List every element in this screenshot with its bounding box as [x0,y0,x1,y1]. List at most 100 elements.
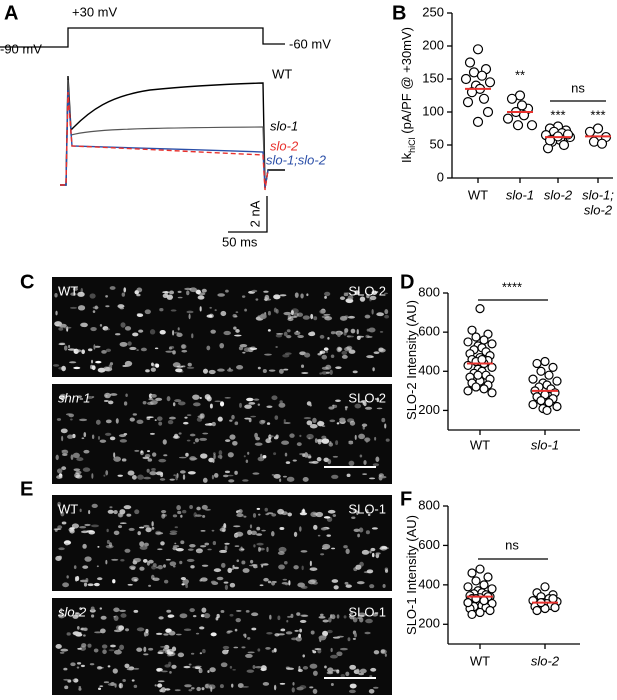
puncta [63,345,68,351]
y-tick-label: 150 [422,70,444,85]
puncta [364,631,371,635]
puncta [124,548,131,553]
puncta [241,686,249,688]
trace-label: slo-1 [270,118,298,133]
data-point [542,405,552,416]
y-axis-label-part: hiCl [407,137,417,153]
puncta [118,525,123,529]
puncta [78,687,82,691]
puncta [243,455,246,458]
puncta [163,633,169,636]
puncta [97,546,100,548]
puncta [367,513,371,516]
puncta [356,335,361,341]
puncta [165,558,171,561]
puncta [259,584,264,587]
puncta [67,348,76,351]
puncta [189,287,198,293]
puncta [321,371,328,375]
trace-label: slo-2 [270,138,299,153]
data-point [478,93,490,104]
puncta [371,527,378,530]
puncta [113,607,120,613]
puncta [256,533,263,536]
puncta [199,579,203,582]
puncta [287,512,292,517]
puncta [302,477,309,482]
puncta [298,633,301,638]
puncta [326,534,331,537]
puncta [250,559,254,564]
puncta [317,648,322,654]
puncta [81,349,85,355]
puncta [134,449,140,452]
puncta [229,582,236,588]
puncta [151,362,154,367]
puncta [72,287,78,291]
puncta [151,526,155,530]
puncta [174,542,177,545]
panel-letter: F [400,488,412,510]
puncta [329,369,333,375]
puncta [56,468,63,474]
puncta [227,567,232,574]
puncta [105,419,112,424]
puncta [322,543,331,550]
puncta [86,396,94,399]
puncta [378,347,384,352]
puncta [217,368,225,372]
puncta [112,668,118,674]
puncta [256,507,261,510]
puncta [182,474,186,480]
puncta [306,293,309,297]
puncta [358,527,364,533]
data-point [485,605,495,616]
puncta [252,472,260,475]
puncta [120,322,126,328]
puncta [300,364,305,368]
puncta [211,474,215,480]
puncta [209,667,216,673]
puncta [105,470,109,476]
puncta [231,683,234,688]
puncta [273,452,277,456]
puncta [173,474,177,477]
puncta [157,651,164,655]
puncta [70,454,74,460]
puncta [237,511,242,514]
puncta [265,647,271,650]
puncta [245,610,250,613]
puncta [363,571,372,574]
puncta [70,662,76,667]
puncta [149,329,156,335]
puncta [124,326,132,331]
puncta [314,438,318,443]
puncta [239,402,242,408]
puncta [345,548,350,555]
puncta [346,473,351,478]
puncta [201,504,208,510]
puncta [70,418,73,421]
puncta [119,683,122,689]
puncta [107,682,116,686]
puncta [384,569,389,573]
puncta [122,679,126,683]
data-point [463,597,473,608]
puncta [119,439,128,443]
puncta [227,452,234,458]
puncta [278,546,287,553]
puncta [211,529,215,532]
puncta [91,359,94,364]
puncta [68,361,77,364]
puncta [361,423,368,427]
puncta [68,413,74,418]
puncta [380,649,385,654]
puncta [183,628,192,632]
puncta [159,478,166,481]
puncta [79,525,87,529]
data-point [479,596,489,606]
puncta [142,558,148,563]
puncta [291,637,298,641]
puncta [332,514,337,517]
puncta [175,633,182,636]
